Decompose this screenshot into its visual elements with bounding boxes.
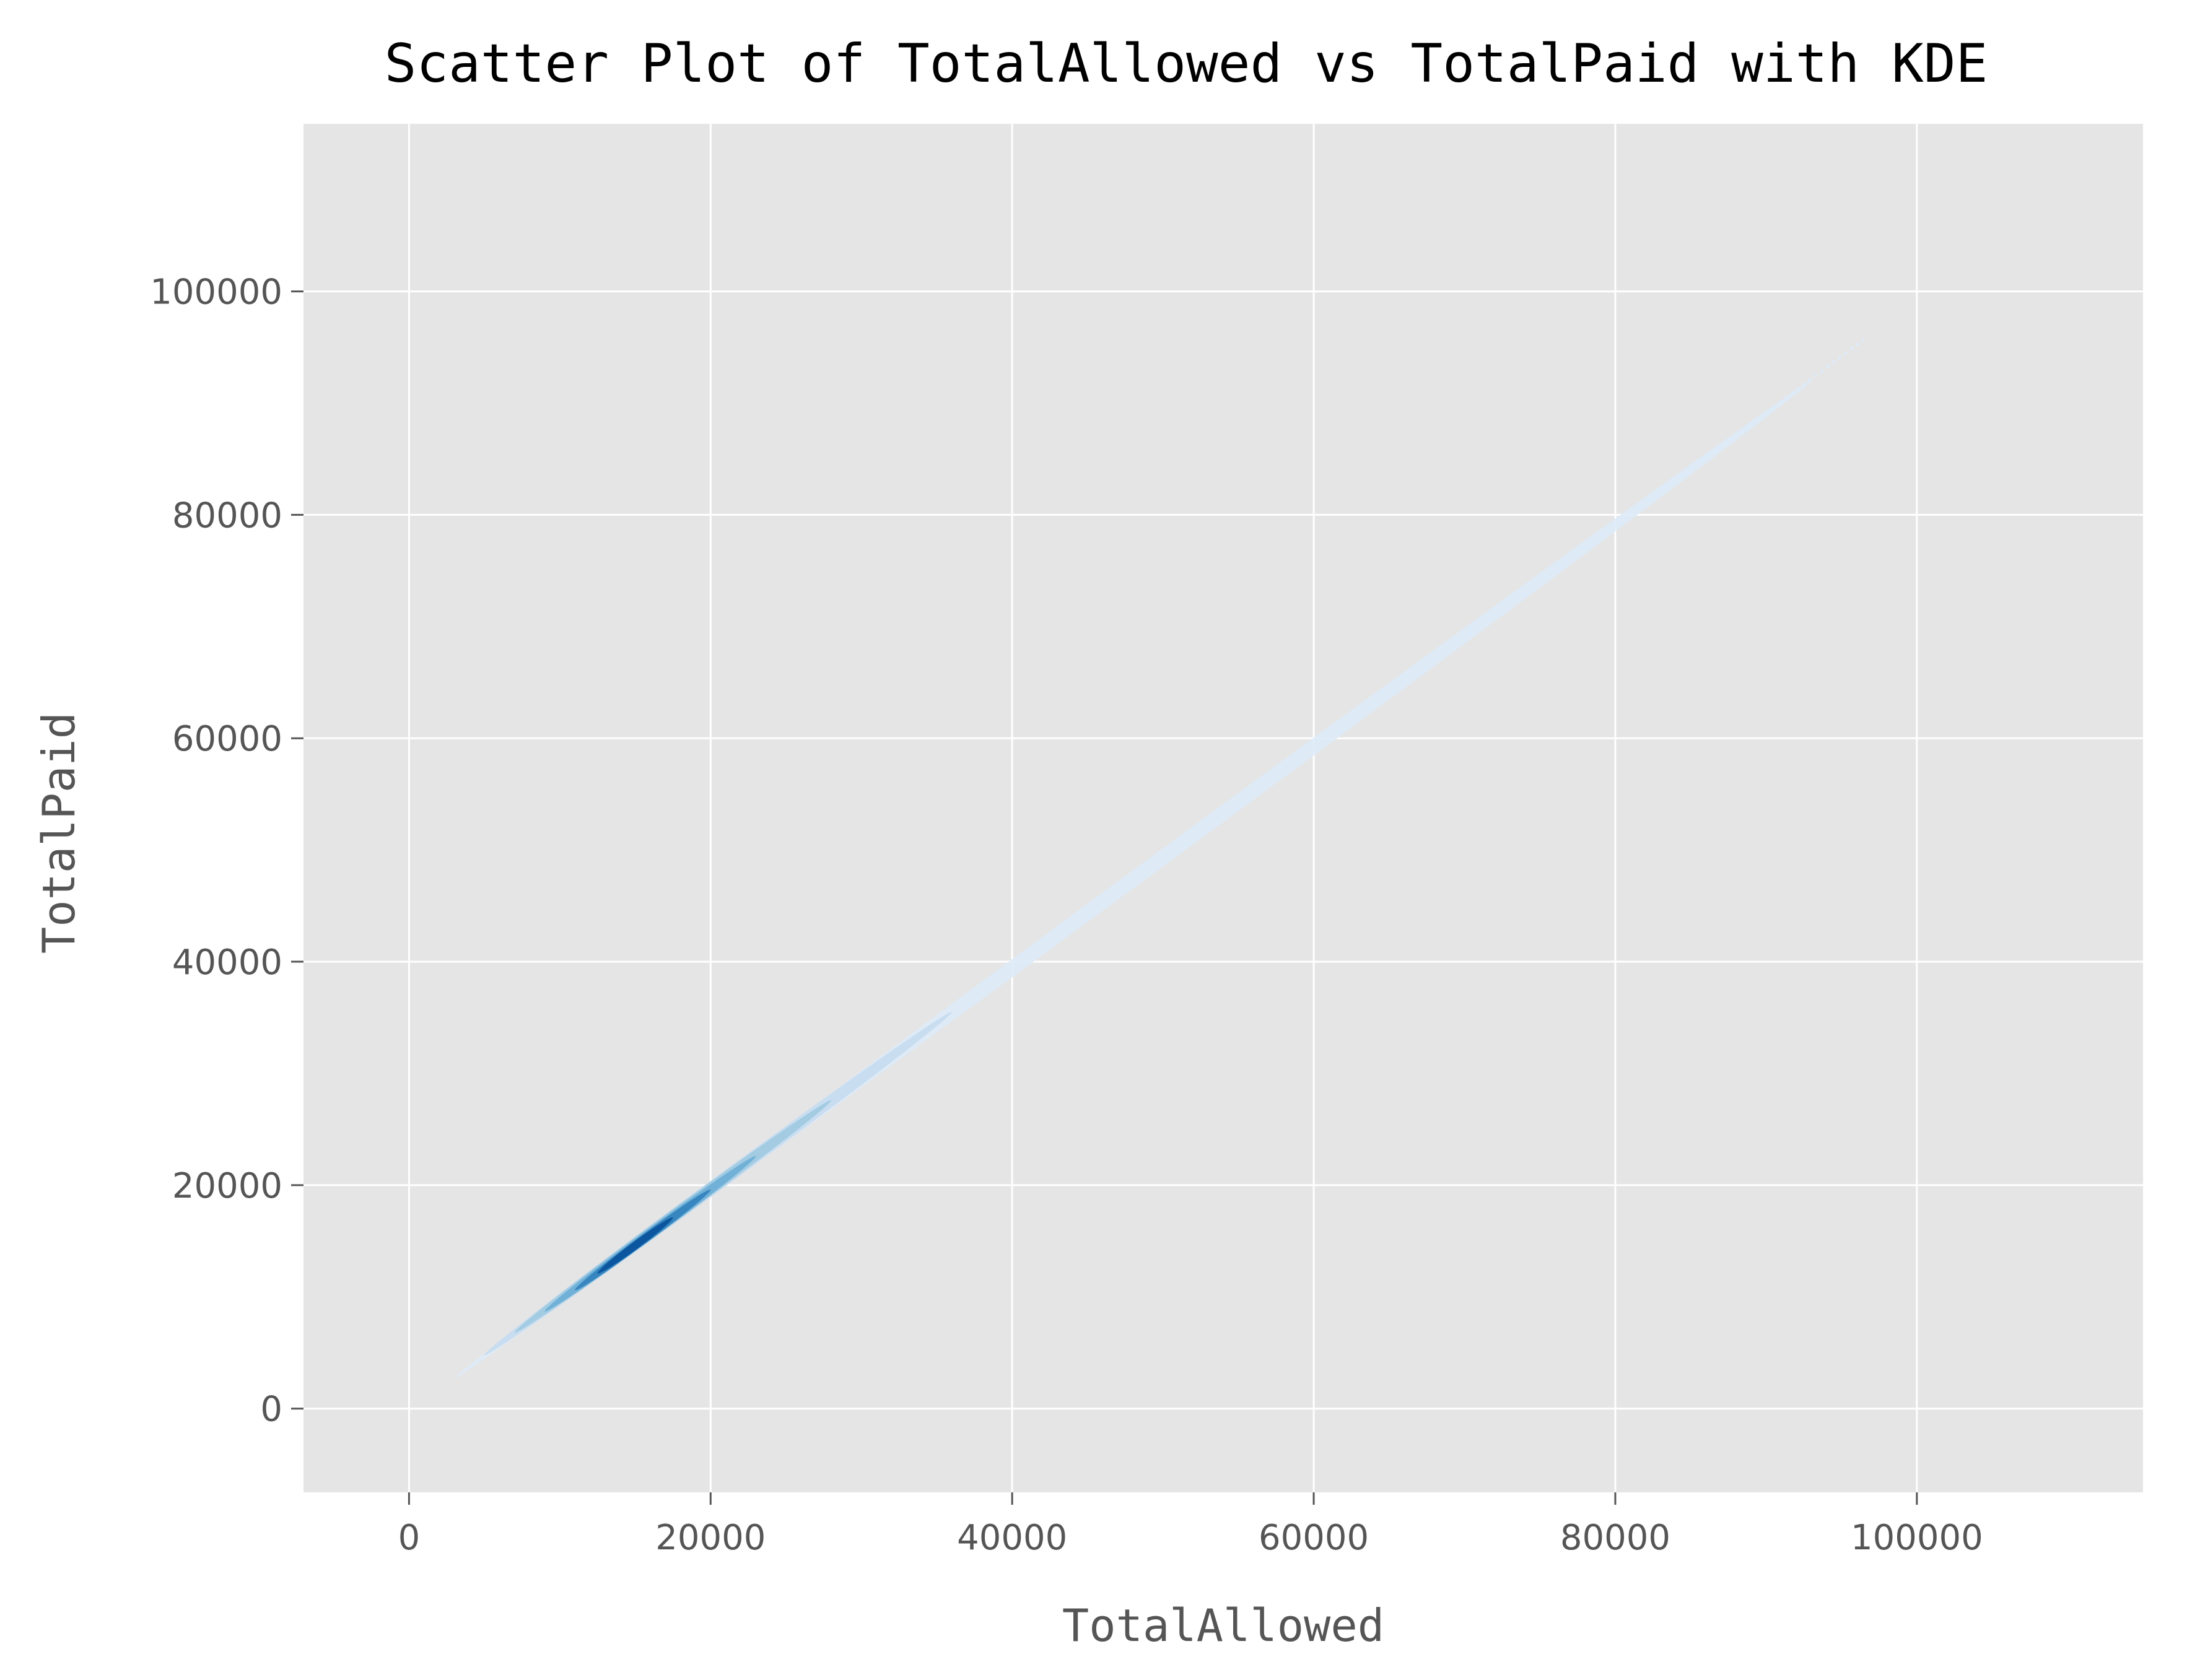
- x-tick-label: 0: [398, 1518, 421, 1558]
- kde-level: [597, 1217, 673, 1274]
- x-axis: 0 20000 40000 60000 80000 100000: [398, 1492, 1983, 1558]
- y-axis: 0 20000 40000 60000 80000 100000: [150, 272, 303, 1430]
- x-tick-label: 80000: [1560, 1518, 1670, 1558]
- y-axis-label: TotalPaid: [33, 712, 85, 954]
- x-tick-label: 20000: [655, 1518, 766, 1558]
- y-tick-label: 40000: [172, 942, 282, 983]
- x-tick-label: 100000: [1851, 1518, 1983, 1558]
- x-tick-label: 40000: [957, 1518, 1067, 1558]
- y-tick-label: 0: [260, 1390, 282, 1430]
- grid: [303, 124, 2143, 1492]
- chart-title: Scatter Plot of TotalAllowed vs TotalPai…: [385, 33, 1988, 95]
- y-tick-label: 80000: [172, 495, 282, 536]
- x-tick-label: 60000: [1259, 1518, 1369, 1558]
- y-tick-label: 100000: [150, 272, 282, 313]
- x-axis-label: TotalAllowed: [1062, 1599, 1384, 1652]
- y-tick-label: 20000: [172, 1166, 282, 1206]
- kde-density: [454, 338, 1865, 1379]
- y-tick-label: 60000: [172, 719, 282, 759]
